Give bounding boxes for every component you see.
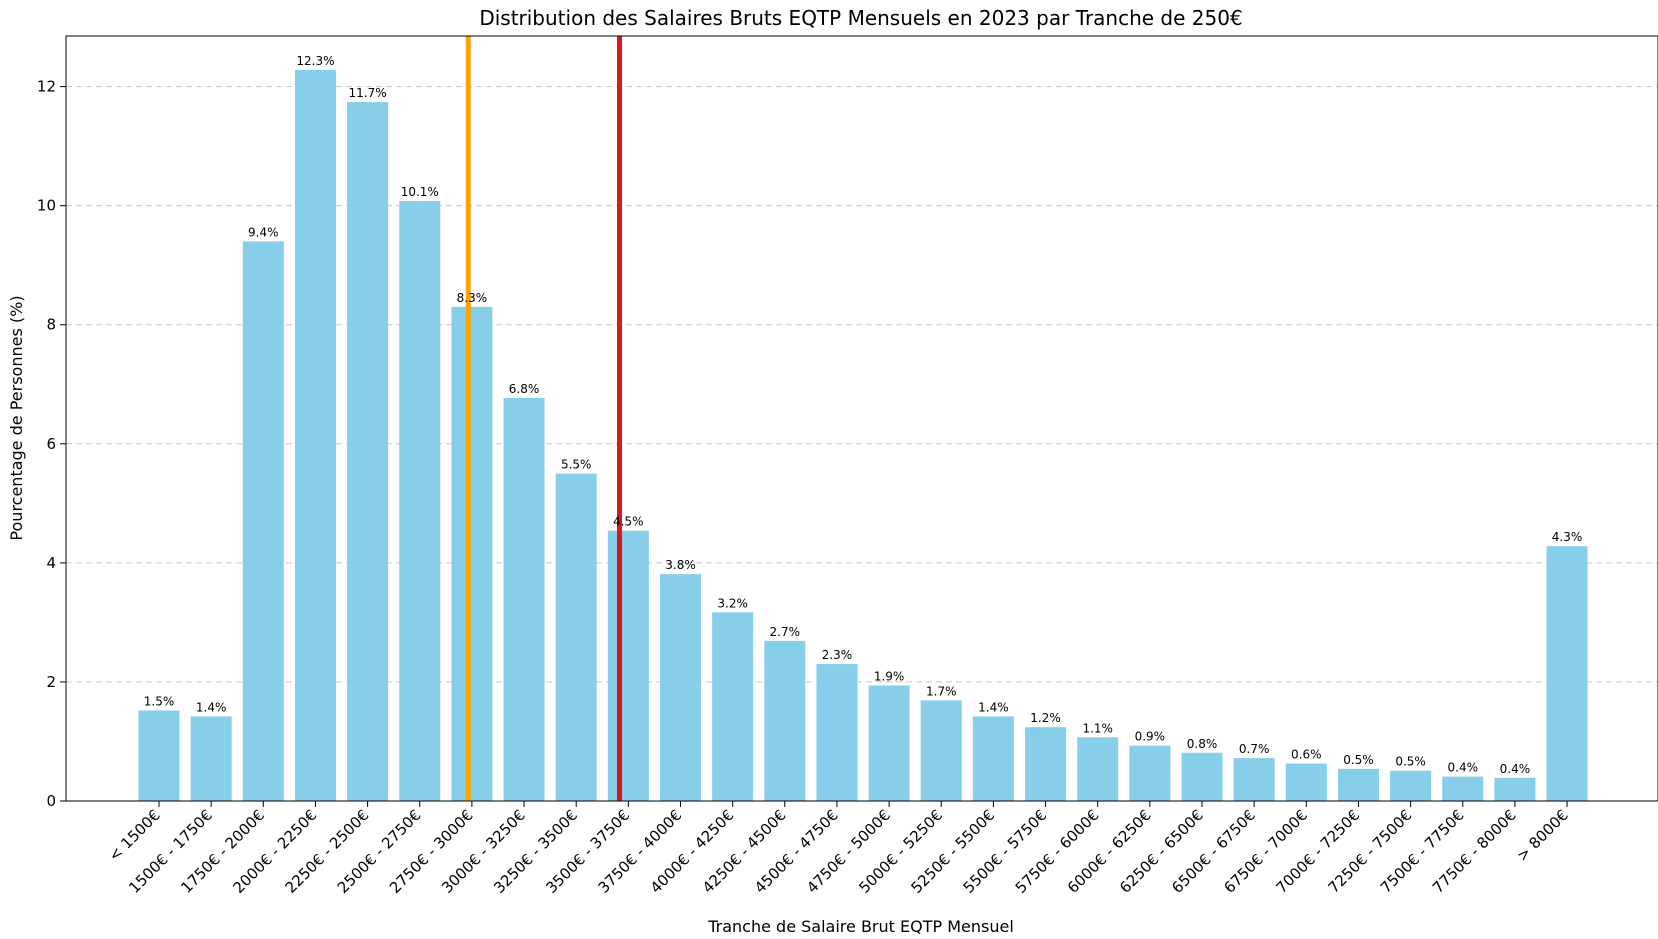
- bar-value-label: 8.3%: [457, 291, 488, 305]
- bar: [138, 710, 180, 801]
- y-tick-label: 10: [37, 197, 56, 215]
- bar: [1233, 758, 1275, 801]
- bar-value-label: 12.3%: [296, 54, 334, 68]
- bars: [138, 69, 1588, 802]
- y-tick-label: 0: [46, 792, 56, 810]
- bar: [1442, 776, 1484, 801]
- bar-value-label: 1.5%: [144, 695, 175, 709]
- bar: [764, 640, 806, 801]
- bar: [451, 306, 493, 801]
- bar: [399, 200, 441, 801]
- bar-value-label: 9.4%: [248, 225, 279, 239]
- reference-lines: [465, 36, 622, 801]
- bar: [1390, 770, 1432, 801]
- bar-value-labels: 1.5% 1.4% 9.4% 12.3% 11.7% 10.1% 8.3% 6.8% 5.5% 4…: [144, 54, 1583, 776]
- bar-value-label: 1.4%: [196, 700, 227, 714]
- bar-value-label: 3.2%: [717, 596, 748, 610]
- bar: [1546, 546, 1588, 801]
- bar: [1494, 777, 1536, 801]
- bar: [1129, 745, 1171, 801]
- bar-value-label: 2.3%: [822, 648, 853, 662]
- bar: [347, 102, 389, 801]
- bar: [816, 664, 858, 801]
- y-axis-label: Pourcentage de Personnes (%): [7, 295, 26, 540]
- bar: [555, 473, 597, 801]
- bar: [242, 241, 284, 801]
- bar-value-label: 4.5%: [613, 515, 644, 529]
- bar-value-label: 0.7%: [1239, 742, 1270, 756]
- bar: [712, 612, 754, 801]
- bar: [294, 69, 336, 802]
- bar: [503, 397, 545, 801]
- bar-value-label: 1.7%: [926, 684, 957, 698]
- bar: [1337, 768, 1379, 801]
- bar-value-label: 0.4%: [1500, 762, 1531, 776]
- x-tick-label: > 8000€: [1513, 806, 1572, 865]
- y-tick-label: 12: [37, 78, 56, 96]
- bar-value-label: 1.9%: [874, 670, 905, 684]
- chart-title: Distribution des Salaires Bruts EQTP Men…: [479, 6, 1242, 30]
- y-tick-label: 6: [46, 435, 56, 453]
- bar-value-label: 1.1%: [1082, 721, 1113, 735]
- bar-value-label: 0.8%: [1187, 737, 1218, 751]
- bar: [190, 716, 232, 801]
- bar: [868, 685, 910, 801]
- bar: [660, 574, 701, 801]
- plot-frame: [65, 35, 1658, 802]
- y-tick-label: 8: [46, 316, 56, 334]
- bar-value-label: 5.5%: [561, 458, 592, 472]
- bar-value-label: 6.8%: [509, 382, 540, 396]
- y-axis: 0 2 4 6 8 10 12: [37, 78, 66, 810]
- bar: [1285, 763, 1327, 801]
- bar-value-label: 1.4%: [978, 700, 1009, 714]
- bar: [920, 700, 962, 801]
- bar: [972, 716, 1014, 801]
- y-tick-label: 4: [46, 554, 56, 572]
- bar-value-label: 11.7%: [349, 86, 387, 100]
- bar-value-label: 0.4%: [1448, 761, 1479, 775]
- bar-value-label: 2.7%: [770, 625, 801, 639]
- bar-value-label: 0.5%: [1343, 753, 1374, 767]
- x-axis-label: Tranche de Salaire Brut EQTP Mensuel: [707, 917, 1014, 936]
- bar: [1025, 727, 1067, 801]
- bar-value-label: 0.9%: [1135, 730, 1166, 744]
- bar: [1077, 737, 1119, 801]
- bar-value-label: 0.6%: [1291, 747, 1322, 761]
- x-axis: < 1500€1500€ - 1750€1750€ - 2000€2000€ -…: [105, 801, 1572, 897]
- bar: [607, 530, 649, 801]
- bar-value-label: 10.1%: [401, 185, 439, 199]
- y-tick-label: 2: [46, 673, 56, 691]
- bar-value-label: 0.5%: [1395, 755, 1426, 769]
- bar-value-label: 4.3%: [1552, 530, 1583, 544]
- bar: [1181, 752, 1223, 801]
- bar-value-label: 1.2%: [1030, 711, 1061, 725]
- bar-value-label: 3.8%: [665, 558, 696, 572]
